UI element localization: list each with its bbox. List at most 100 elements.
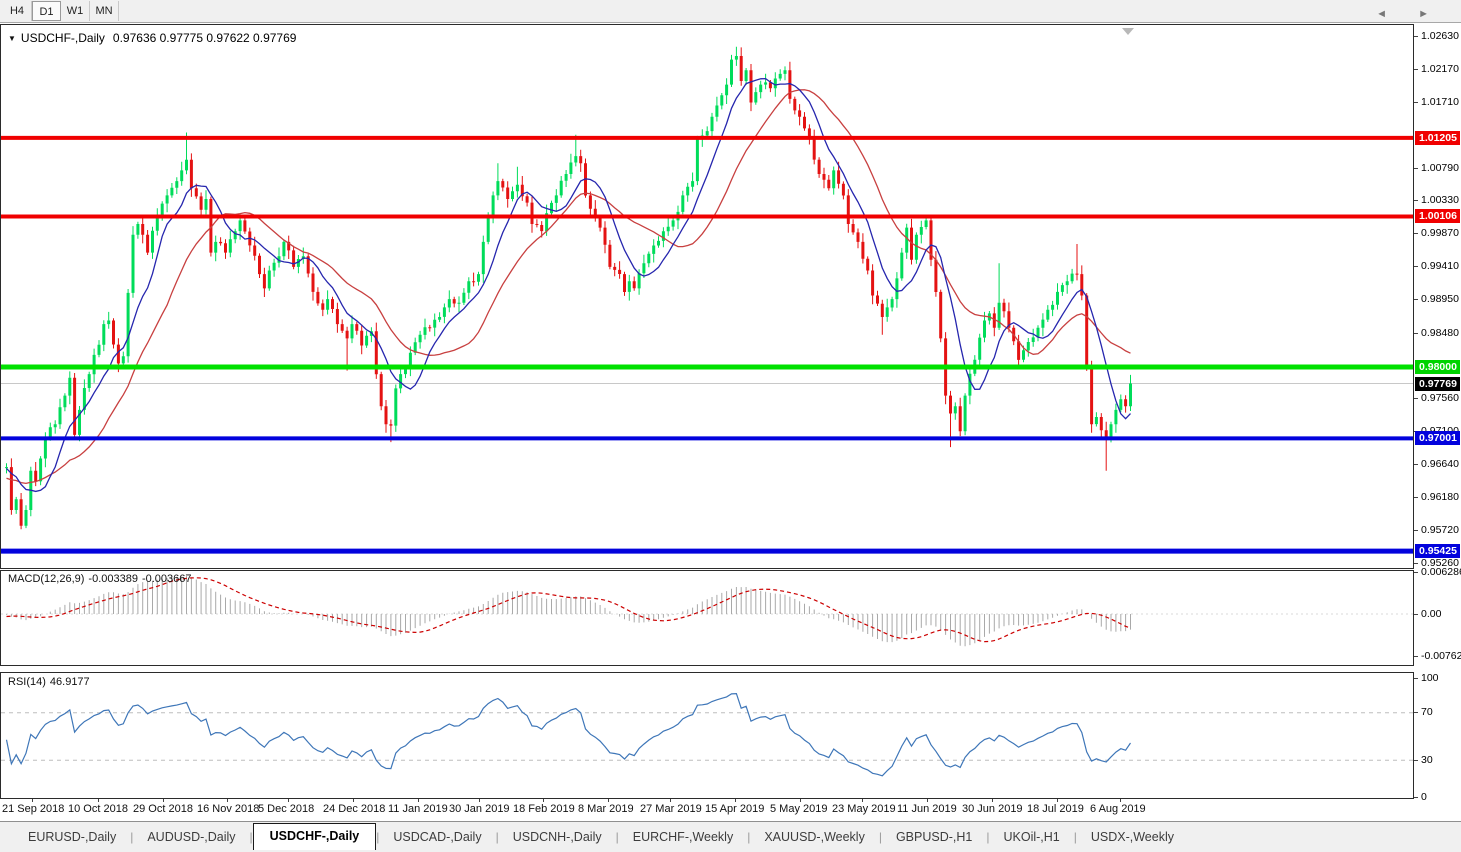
rsi-axis-label: 100 <box>1421 672 1439 684</box>
price-level-badge: 0.98000 <box>1415 359 1460 374</box>
date-axis-label: 30 Jun 2019 <box>962 803 1023 815</box>
price-axis-label: 0.95260 <box>1421 556 1459 569</box>
timeframe-toolbar: H4 D1 W1 MN <box>0 0 1461 23</box>
date-tick <box>862 799 863 802</box>
rsi-chart[interactable] <box>1 673 1413 798</box>
ohlc-values: 0.97636 0.97775 0.97622 0.97769 <box>112 31 297 45</box>
chart-tab-audusd-daily[interactable]: AUDUSD-,Daily <box>147 830 236 844</box>
date-axis-label: 29 Oct 2018 <box>133 803 193 815</box>
date-axis-label: 23 May 2019 <box>832 803 896 815</box>
date-tick <box>608 799 609 802</box>
tab-separator: | <box>495 830 499 844</box>
date-axis-label: 27 Mar 2019 <box>640 803 702 815</box>
axis-tick <box>1414 614 1418 615</box>
symbol-period-label: USDCHF-,Daily <box>20 31 105 45</box>
price-axis-label: 0.99870 <box>1421 227 1459 240</box>
axis-tick <box>1414 464 1418 466</box>
chart-tab-bar: EURUSD-,Daily | AUDUSD-,Daily | USDCHF-,Dail… <box>0 821 1461 852</box>
axis-tick <box>1414 266 1418 268</box>
rsi-label: RSI(14) 46.9177 <box>8 676 90 688</box>
axis-tick <box>1414 678 1418 679</box>
axis-tick <box>1414 562 1418 564</box>
price-level-badge: 0.95425 <box>1415 544 1460 559</box>
candlestick-chart[interactable] <box>1 25 1413 568</box>
price-axis-label: 0.96640 <box>1421 458 1459 471</box>
axis-tick <box>1414 299 1418 301</box>
axis-tick <box>1414 68 1418 70</box>
date-tick <box>670 799 671 802</box>
tab-scroll-arrows[interactable]: ◄ ► <box>1376 8 1443 20</box>
date-tick <box>927 799 928 802</box>
date-tick <box>735 799 736 802</box>
date-axis-label: 18 Jul 2019 <box>1027 803 1084 815</box>
price-level-badge: 0.97001 <box>1415 431 1460 446</box>
date-axis-label: 10 Oct 2018 <box>68 803 128 815</box>
chart-tab-usdx-weekly[interactable]: USDX-,Weekly <box>1090 830 1174 844</box>
macd-axis-label: 0.00 <box>1421 608 1442 620</box>
chart-title: ▼ USDCHF-,Daily 0.97636 0.97775 0.97622 0.… <box>8 31 296 45</box>
tab-separator: | <box>376 830 380 844</box>
price-axis-label: 1.01710 <box>1421 95 1459 108</box>
timeframe-button-d1[interactable]: D1 <box>32 1 61 21</box>
date-axis-label: 11 Jun 2019 <box>897 803 957 815</box>
price-level-badge: 0.97769 <box>1415 376 1460 391</box>
date-tick <box>288 799 289 802</box>
tab-separator: | <box>130 830 134 844</box>
date-axis-label: 16 Nov 2018 <box>197 803 260 815</box>
price-axis-label: 0.99410 <box>1421 260 1459 273</box>
date-axis-label: 6 Aug 2019 <box>1090 803 1146 815</box>
chart-shift-marker-icon[interactable] <box>1122 28 1134 35</box>
axis-tick <box>1414 572 1418 573</box>
price-chart-pane[interactable] <box>0 24 1414 569</box>
macd-axis-label: 0.006286 <box>1421 566 1461 578</box>
rsi-axis-label: 0 <box>1421 791 1427 803</box>
macd-name: MACD(12,26,9) <box>8 573 85 585</box>
price-axis-label: 1.00330 <box>1421 194 1459 207</box>
axis-tick <box>1414 200 1418 202</box>
date-tick <box>800 799 801 802</box>
axis-tick <box>1414 233 1418 235</box>
price-axis-label: 0.98950 <box>1421 293 1459 306</box>
macd-pane[interactable] <box>0 570 1414 666</box>
price-axis[interactable]: 1.02630 1.02170 1.01710 1.00790 1.00330 0.998… <box>1414 24 1461 803</box>
date-axis-label: 15 Apr 2019 <box>705 803 765 815</box>
chart-tab-usdcnh-daily[interactable]: USDCNH-,Daily <box>512 830 602 844</box>
axis-tick <box>1414 36 1418 37</box>
tab-separator: | <box>1073 830 1077 844</box>
date-axis[interactable]: 21 Sep 2018 10 Oct 2018 29 Oct 2018 16 Nov … <box>0 799 1414 821</box>
date-tick <box>98 799 99 802</box>
chart-tab-usdcad-daily[interactable]: USDCAD-,Daily <box>393 830 482 844</box>
date-axis-label: 11 Jan 2019 <box>388 803 448 815</box>
axis-tick <box>1414 332 1418 334</box>
price-axis-label: 0.95720 <box>1421 523 1459 536</box>
date-tick <box>353 799 354 802</box>
axis-tick <box>1414 712 1418 713</box>
axis-tick <box>1414 760 1418 761</box>
price-axis-label: 0.98480 <box>1421 326 1459 339</box>
date-axis-label: 21 Sep 2018 <box>2 803 65 815</box>
chart-tab-eurchf-weekly[interactable]: EURCHF-,Weekly <box>632 830 734 844</box>
axis-tick <box>1414 167 1418 169</box>
date-axis-label: 24 Dec 2018 <box>323 803 386 815</box>
date-axis-label: 18 Feb 2019 <box>513 803 575 815</box>
price-axis-label: 0.97560 <box>1421 392 1459 405</box>
chart-tab-usdchf-daily[interactable]: USDCHF-,Daily <box>252 822 377 850</box>
chart-menu-triangle-icon[interactable]: ▼ <box>8 34 16 43</box>
timeframe-button-h4[interactable]: H4 <box>3 1 32 21</box>
date-tick <box>1057 799 1058 802</box>
timeframe-button-mn[interactable]: MN <box>90 1 119 21</box>
chart-tab-gbpusd-h1[interactable]: GBPUSD-,H1 <box>895 830 973 844</box>
price-axis-label: 0.96180 <box>1421 491 1459 504</box>
timeframe-button-w1[interactable]: W1 <box>61 1 90 21</box>
date-axis-label: 5 May 2019 <box>770 803 828 815</box>
rsi-pane[interactable] <box>0 672 1414 799</box>
date-tick <box>479 799 480 802</box>
axis-tick <box>1414 529 1418 531</box>
date-tick <box>227 799 228 802</box>
date-tick <box>32 799 33 802</box>
chart-tab-eurusd-daily[interactable]: EURUSD-,Daily <box>28 830 117 844</box>
chart-tab-xauusd-weekly[interactable]: XAUUSD-,Weekly <box>764 830 865 844</box>
macd-chart[interactable] <box>1 571 1413 665</box>
chart-tab-ukoil-h1[interactable]: UKOil-,H1 <box>1003 830 1060 844</box>
